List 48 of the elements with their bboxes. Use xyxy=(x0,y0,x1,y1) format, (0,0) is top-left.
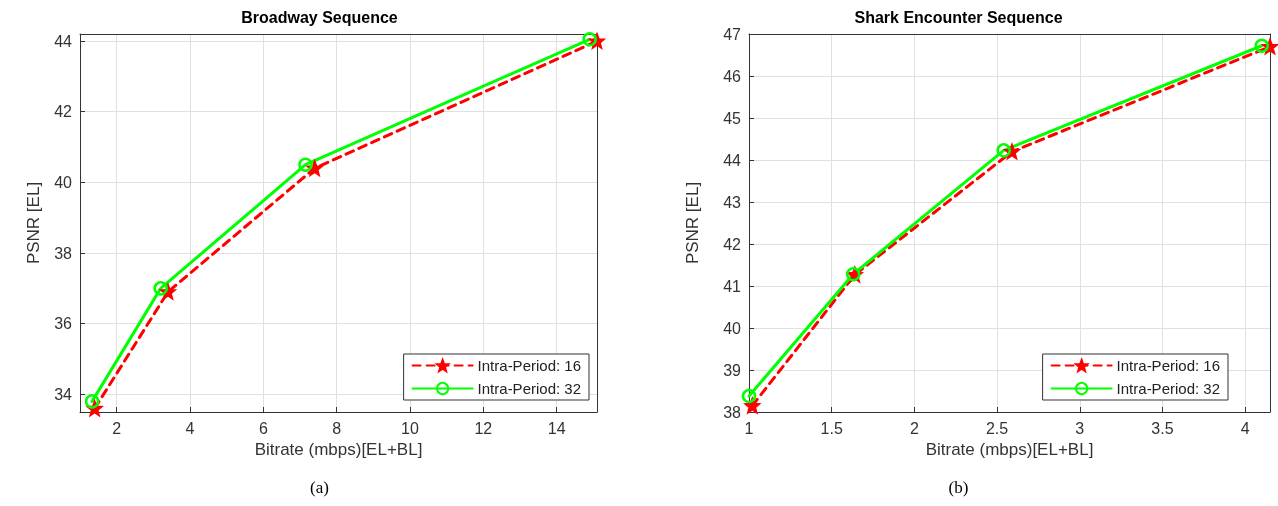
y-tick-label: 39 xyxy=(723,361,742,379)
y-tick-label: 38 xyxy=(54,244,73,262)
y-tick-label: 42 xyxy=(54,103,73,121)
point xyxy=(1254,38,1269,54)
legend-label: Intra-Period: 16 xyxy=(1116,357,1220,374)
y-tick-label: 40 xyxy=(723,319,742,337)
legend-label: Intra-Period: 32 xyxy=(1116,380,1220,397)
text: (a) xyxy=(309,478,330,498)
y-tick-label: 44 xyxy=(54,32,73,50)
x-tick-label: 10 xyxy=(401,419,419,437)
y-tick-label: 47 xyxy=(723,25,742,43)
point xyxy=(305,158,324,178)
y-tick-label: 46 xyxy=(723,67,742,85)
y-tick-label: 38 xyxy=(723,403,742,421)
y-tick-label: 41 xyxy=(723,277,742,295)
y-axis-title: PSNR [EL] xyxy=(683,181,702,265)
text: (b) xyxy=(947,478,970,498)
x-tick-label: 2.5 xyxy=(985,419,1009,437)
y-tick-label: 45 xyxy=(723,109,742,127)
x-tick-label: 3.5 xyxy=(1151,419,1174,437)
x-tick-label: 1 xyxy=(744,419,754,437)
y-tick-label: 36 xyxy=(54,315,73,333)
x-tick-label: 3 xyxy=(1075,419,1085,437)
y-tick-label: 34 xyxy=(54,385,73,403)
x-tick-label: 14 xyxy=(547,419,566,437)
legend-label: Intra-Period: 16 xyxy=(477,357,581,374)
legend-label: Intra-Period: 32 xyxy=(477,380,581,397)
x-tick-label: 2 xyxy=(112,419,122,437)
x-tick-label: 8 xyxy=(332,419,342,437)
point xyxy=(298,157,313,172)
y-tick-label: 42 xyxy=(723,235,742,253)
x-tick-label: 4 xyxy=(1240,419,1250,437)
x-tick-label: 1.5 xyxy=(820,419,843,437)
x-tick-label: 6 xyxy=(258,419,268,437)
y-tick-label: 40 xyxy=(54,173,73,191)
x-tick-label: 2 xyxy=(909,419,919,437)
x-axis-title: Bitrate (mbps)[EL+BL] xyxy=(925,439,1094,459)
point xyxy=(84,394,100,409)
x-tick-label: 12 xyxy=(474,419,493,437)
y-tick-label: 43 xyxy=(723,193,742,211)
point xyxy=(741,388,757,404)
y-tick-label: 44 xyxy=(723,151,742,169)
x-tick-label: 4 xyxy=(185,419,195,437)
y-axis-title: PSNR [EL] xyxy=(24,181,43,265)
x-axis-title: Bitrate (mbps)[EL+BL] xyxy=(254,439,423,459)
point xyxy=(996,143,1011,158)
chart-title: Broadway Sequence xyxy=(241,8,398,26)
chart-title: Shark Encounter Sequence xyxy=(854,8,1063,26)
